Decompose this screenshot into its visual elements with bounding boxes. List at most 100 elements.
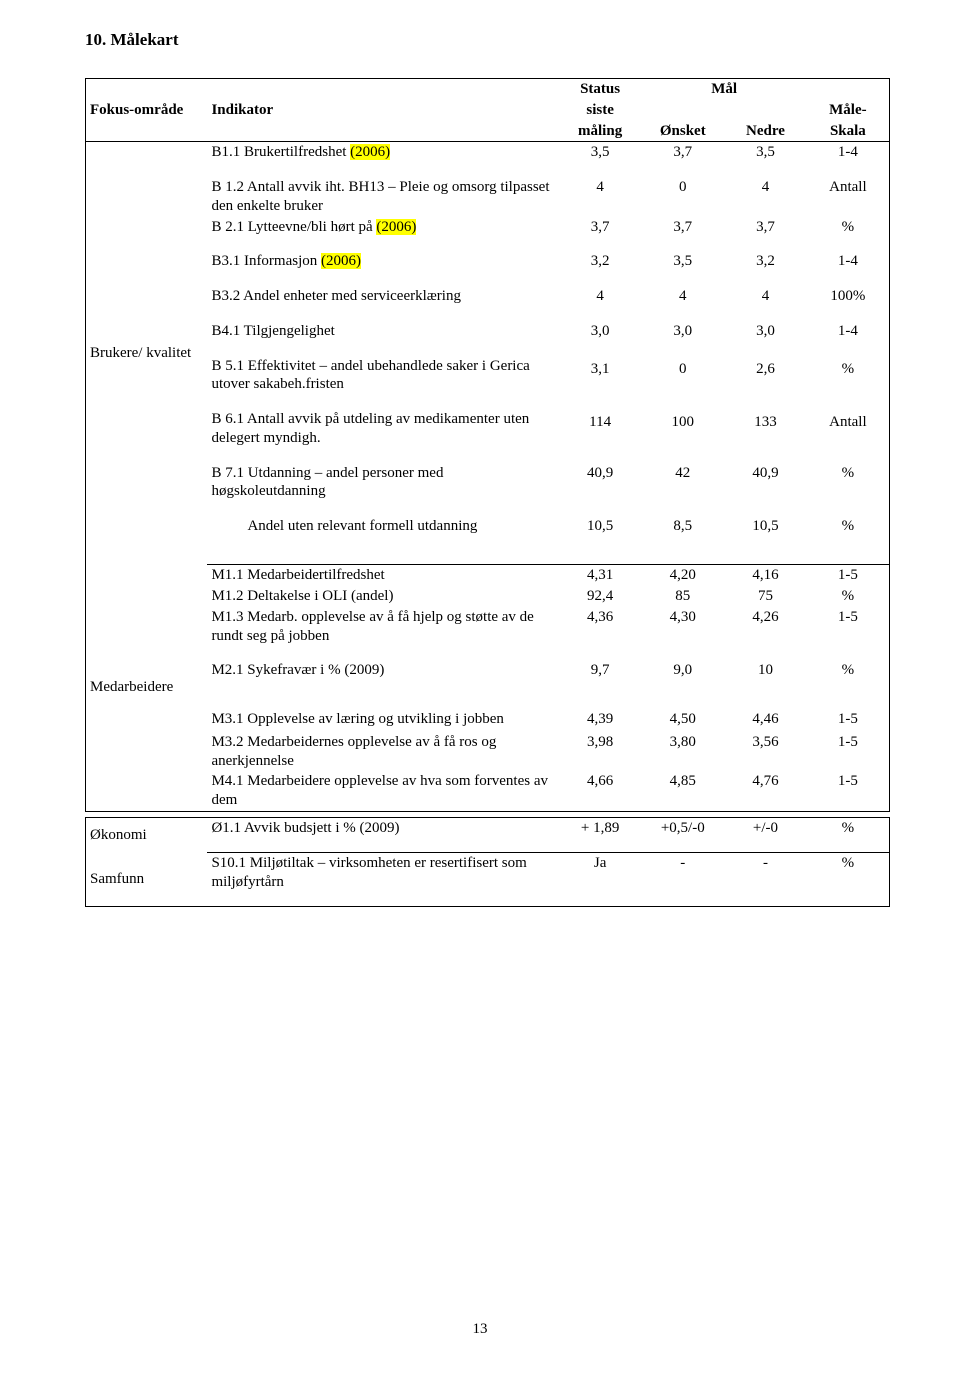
group-samfunn: Samfunn bbox=[86, 853, 208, 907]
b12-sk: Antall bbox=[807, 177, 890, 213]
b31-sk: 1-4 bbox=[807, 251, 890, 272]
b41-label: B4.1 Tilgjengelighet bbox=[207, 321, 558, 342]
m12-o: 85 bbox=[641, 586, 724, 607]
b32-n: 4 bbox=[724, 286, 807, 307]
hdr-maling: måling bbox=[559, 121, 642, 142]
row-b11: Brukere/ kvalitet B1.1 Brukertilfredshet… bbox=[86, 142, 890, 163]
andel-label: Andel uten relevant formell utdanning bbox=[207, 516, 558, 537]
b31-o: 3,5 bbox=[641, 251, 724, 272]
m13-o: 4,30 bbox=[641, 607, 724, 643]
b31-label: B3.1 Informasjon bbox=[211, 253, 321, 269]
b71-sk: % bbox=[807, 463, 890, 499]
m11-s: 4,31 bbox=[559, 565, 642, 586]
b12-o: 0 bbox=[641, 177, 724, 213]
m11-n: 4,16 bbox=[724, 565, 807, 586]
andel-sk: % bbox=[807, 516, 890, 537]
b51-s: 3,1 bbox=[559, 359, 642, 395]
b21-label: B 2.1 Lytteevne/bli hørt på bbox=[211, 219, 376, 235]
b12-label: B 1.2 Antall avvik iht. BH13 – Pleie og … bbox=[207, 177, 558, 217]
m21-sk: % bbox=[807, 660, 890, 681]
b61-o: 100 bbox=[641, 412, 724, 448]
b31-n: 3,2 bbox=[724, 251, 807, 272]
row-okonomi: Økonomi Ø1.1 Avvik budsjett i % (2009) +… bbox=[86, 817, 890, 838]
row-m11: Medarbeidere M1.1 Medarbeidertilfredshet… bbox=[86, 565, 890, 586]
m13-sk: 1-5 bbox=[807, 607, 890, 643]
hdr-skala1: Måle- bbox=[807, 100, 890, 121]
b51-n: 2,6 bbox=[724, 359, 807, 395]
b11-sk: 1-4 bbox=[807, 142, 890, 163]
m11-o: 4,20 bbox=[641, 565, 724, 586]
m31-sk: 1-5 bbox=[807, 709, 890, 730]
b11-hl: (2006) bbox=[350, 144, 390, 160]
s10-label: S10.1 Miljøtiltak – virksomheten er rese… bbox=[207, 853, 558, 893]
m31-n: 4,46 bbox=[724, 709, 807, 730]
b51-label: B 5.1 Effektivitet – andel ubehandlede s… bbox=[207, 356, 558, 396]
b11-label: B1.1 Brukertilfredshet bbox=[211, 144, 350, 160]
andel-n: 10,5 bbox=[724, 516, 807, 537]
b32-label: B3.2 Andel enheter med serviceerklæring bbox=[207, 286, 558, 307]
m21-s: 9,7 bbox=[559, 660, 642, 681]
m31-s: 4,39 bbox=[559, 709, 642, 730]
b31-s: 3,2 bbox=[559, 251, 642, 272]
m12-label: M1.2 Deltakelse i OLI (andel) bbox=[207, 586, 558, 607]
b41-n: 3,0 bbox=[724, 321, 807, 342]
b71-n: 40,9 bbox=[724, 463, 807, 499]
o11-sk: % bbox=[807, 817, 890, 838]
b51-sk: % bbox=[807, 359, 890, 395]
b71-label: B 7.1 Utdanning – andel personer med høg… bbox=[207, 463, 558, 503]
m21-label: M2.1 Sykefravær i % (2009) bbox=[207, 660, 558, 681]
b21-n: 3,7 bbox=[724, 217, 807, 238]
row-samfunn: Samfunn S10.1 Miljøtiltak – virksomheten… bbox=[86, 853, 890, 890]
b41-s: 3,0 bbox=[559, 321, 642, 342]
b21-sk: % bbox=[807, 217, 890, 238]
m11-sk: 1-5 bbox=[807, 565, 890, 586]
m12-sk: % bbox=[807, 586, 890, 607]
o11-n: +/-0 bbox=[724, 817, 807, 838]
b61-s: 114 bbox=[559, 412, 642, 448]
o11-s: + 1,89 bbox=[559, 817, 642, 838]
b32-sk: 100% bbox=[807, 286, 890, 307]
m13-n: 4,26 bbox=[724, 607, 807, 643]
hdr-skala2: Skala bbox=[807, 121, 890, 142]
b61-sk: Antall bbox=[807, 412, 890, 448]
m12-s: 92,4 bbox=[559, 586, 642, 607]
b32-o: 4 bbox=[641, 286, 724, 307]
m31-label: M3.1 Opplevelse av læring og utvikling i… bbox=[207, 709, 558, 732]
b12-n: 4 bbox=[724, 177, 807, 213]
b11-o: 3,7 bbox=[641, 142, 724, 163]
m32-s: 3,98 bbox=[559, 732, 642, 768]
m13-label: M1.3 Medarb. opplevelse av å få hjelp og… bbox=[207, 607, 558, 647]
b41-sk: 1-4 bbox=[807, 321, 890, 342]
hdr-status: Status bbox=[559, 79, 642, 100]
s10-o: - bbox=[641, 853, 724, 890]
b71-o: 42 bbox=[641, 463, 724, 499]
m13-s: 4,36 bbox=[559, 607, 642, 643]
s10-sk: % bbox=[807, 853, 890, 890]
malekart-table: Fokus-område Indikator Status Mål siste … bbox=[85, 78, 890, 909]
hdr-maal: Mål bbox=[641, 79, 806, 100]
m21-n: 10 bbox=[724, 660, 807, 681]
b11-s: 3,5 bbox=[559, 142, 642, 163]
m21-o: 9,0 bbox=[641, 660, 724, 681]
m41-n: 4,76 bbox=[724, 771, 807, 807]
b31-hl: (2006) bbox=[321, 253, 361, 269]
m11-label: M1.1 Medarbeidertilfredshet bbox=[207, 565, 558, 586]
s10-n: - bbox=[724, 853, 807, 890]
b51-o: 0 bbox=[641, 359, 724, 395]
m32-n: 3,56 bbox=[724, 732, 807, 768]
m32-label: M3.2 Medarbeidernes opplevelse av å få r… bbox=[207, 732, 558, 772]
b61-n: 133 bbox=[724, 412, 807, 448]
andel-s: 10,5 bbox=[559, 516, 642, 537]
group-okonomi: Økonomi bbox=[86, 817, 208, 852]
page-number: 13 bbox=[0, 1321, 960, 1338]
hdr-nedre: Nedre bbox=[724, 121, 807, 142]
m41-label: M4.1 Medarbeidere opplevelse av hva som … bbox=[207, 771, 558, 811]
m41-s: 4,66 bbox=[559, 771, 642, 807]
b32-s: 4 bbox=[559, 286, 642, 307]
b12-s: 4 bbox=[559, 177, 642, 213]
m31-o: 4,50 bbox=[641, 709, 724, 730]
hdr-indikator: Indikator bbox=[207, 79, 558, 142]
group-brukere: Brukere/ kvalitet bbox=[86, 142, 208, 565]
b21-o: 3,7 bbox=[641, 217, 724, 238]
m12-n: 75 bbox=[724, 586, 807, 607]
